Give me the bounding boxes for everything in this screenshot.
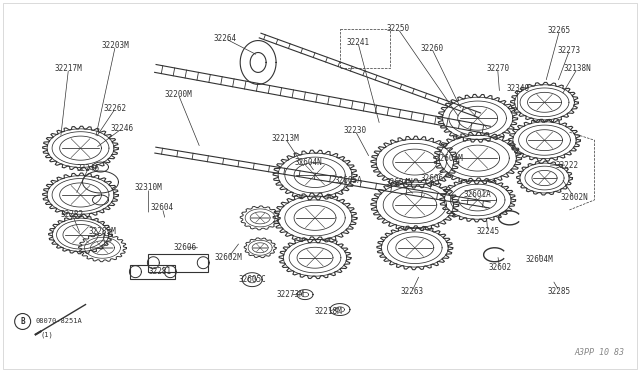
Text: 32281: 32281 <box>148 267 172 276</box>
Text: 32604N: 32604N <box>294 158 322 167</box>
Text: 32138N: 32138N <box>564 64 591 73</box>
Text: 32601A: 32601A <box>464 190 492 199</box>
Text: 32285: 32285 <box>548 287 571 296</box>
Text: 32604N: 32604N <box>386 177 413 186</box>
Text: 32262: 32262 <box>104 104 127 113</box>
Text: 32604M: 32604M <box>525 255 554 264</box>
Bar <box>148 254 208 272</box>
Text: 32602M: 32602M <box>214 253 242 262</box>
Text: 32245: 32245 <box>476 227 499 236</box>
Text: 32605C: 32605C <box>238 275 266 284</box>
Text: 32241: 32241 <box>346 38 369 47</box>
Text: 32222: 32222 <box>556 161 579 170</box>
Text: 32283M: 32283M <box>88 227 116 236</box>
Text: 32310M: 32310M <box>134 183 163 192</box>
Text: 32203M: 32203M <box>102 41 129 50</box>
Text: 08070-8251A: 08070-8251A <box>36 318 83 324</box>
Text: 32273: 32273 <box>558 46 581 55</box>
Text: 32273M: 32273M <box>276 290 304 299</box>
Text: 32246: 32246 <box>111 124 134 133</box>
Text: 32263: 32263 <box>400 287 424 296</box>
Text: 32200M: 32200M <box>164 90 192 99</box>
Text: 32218M: 32218M <box>314 307 342 316</box>
Text: 32606: 32606 <box>173 243 197 252</box>
Text: 32213M: 32213M <box>271 134 299 143</box>
Text: 32230: 32230 <box>344 126 367 135</box>
Text: 32246: 32246 <box>77 164 100 173</box>
Text: 32250: 32250 <box>387 24 410 33</box>
Text: 32270: 32270 <box>486 64 509 73</box>
Text: 32260: 32260 <box>420 44 444 53</box>
Text: 32264: 32264 <box>214 34 237 43</box>
Text: 32217M: 32217M <box>54 64 83 73</box>
Text: 32265: 32265 <box>548 26 571 35</box>
Text: A3PP 10 83: A3PP 10 83 <box>574 348 625 357</box>
Text: 32340: 32340 <box>506 84 529 93</box>
Text: (1): (1) <box>40 331 53 338</box>
Bar <box>131 265 175 279</box>
Text: 32604: 32604 <box>151 203 174 212</box>
Text: 32604M: 32604M <box>436 154 463 163</box>
Text: 32602N: 32602N <box>561 193 588 202</box>
Text: 32605A: 32605A <box>334 176 362 185</box>
Text: 32602: 32602 <box>488 263 511 272</box>
Text: 32282: 32282 <box>61 211 84 219</box>
Text: B: B <box>20 317 25 326</box>
Text: 32606: 32606 <box>420 173 444 183</box>
